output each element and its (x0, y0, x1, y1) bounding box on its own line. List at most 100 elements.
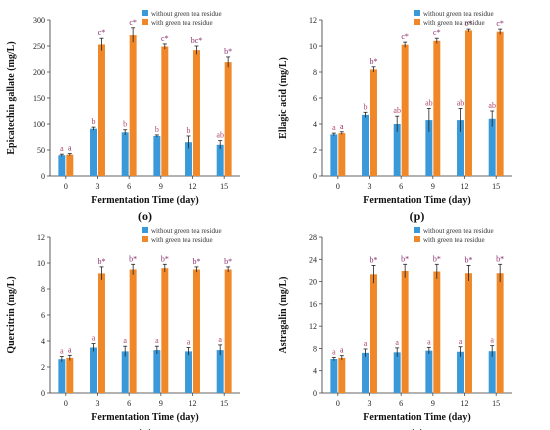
y-tick-label: 4 (313, 367, 317, 376)
bar-with-day-6 (129, 35, 137, 176)
x-tick-label: 6 (399, 399, 403, 408)
significance-label: a (332, 347, 336, 356)
bar-without-day-3 (362, 114, 369, 176)
legend-swatch (414, 19, 420, 25)
significance-label: a (68, 345, 72, 354)
x-tick-label: 6 (399, 182, 403, 191)
significance-label: b* (369, 57, 377, 66)
significance-label: b* (369, 255, 377, 264)
bar-without-day-9 (153, 135, 161, 176)
significance-label: a (459, 337, 463, 346)
panel-label: (r) (410, 426, 423, 430)
legend-swatch (414, 236, 420, 242)
x-tick-label: 15 (492, 399, 500, 408)
bar-without-day-6 (121, 132, 129, 176)
bar-without-day-12 (457, 120, 464, 176)
x-tick-label: 15 (220, 399, 228, 408)
panel-label: (q) (138, 426, 153, 430)
y-tick-label: 0 (313, 172, 317, 181)
x-tick-label: 15 (220, 182, 228, 191)
x-tick-label: 15 (492, 182, 500, 191)
significance-label: c* (465, 19, 473, 28)
significance-label: b* (224, 47, 232, 56)
y-tick-label: 0 (41, 389, 45, 398)
significance-label: c* (433, 28, 441, 37)
x-tick-label: 12 (189, 182, 197, 191)
legend-entry: with green tea residue (423, 236, 485, 244)
bar-with-day-12 (465, 273, 472, 393)
bar-without-day-12 (457, 351, 464, 393)
significance-label: a (68, 144, 72, 153)
significance-label: bc* (191, 36, 203, 45)
x-tick-label: 12 (189, 399, 197, 408)
bar-without-day-15 (216, 144, 224, 176)
y-tick-label: 6 (313, 94, 317, 103)
bar-with-day-6 (401, 44, 409, 177)
x-tick-label: 3 (368, 399, 372, 408)
bar-with-day-9 (433, 271, 441, 393)
bar-with-day-9 (433, 40, 441, 176)
significance-label: ab (216, 131, 224, 140)
significance-label: a (187, 338, 191, 347)
bar-without-day-9 (425, 120, 433, 176)
x-tick-label: 6 (127, 182, 131, 191)
legend-entry: with green tea residue (423, 19, 485, 27)
y-axis-title: Ellagic acid (mg/L) (278, 57, 289, 139)
y-tick-label: 12 (37, 233, 45, 242)
x-tick-label: 3 (96, 182, 100, 191)
legend-entry: with green tea residue (151, 236, 213, 244)
bar-with-day-9 (161, 268, 169, 393)
legend-swatch (414, 227, 420, 233)
bar-with-day-3 (370, 69, 377, 176)
significance-label: c* (98, 28, 106, 37)
bar-with-day-6 (401, 270, 409, 393)
bar-with-day-15 (224, 269, 232, 393)
y-tick-label: 250 (33, 42, 45, 51)
bar-without-day-15 (488, 351, 496, 393)
x-tick-label: 9 (159, 399, 163, 408)
significance-label: a (123, 336, 127, 345)
legend-swatch (414, 10, 420, 16)
y-tick-label: 200 (33, 68, 45, 77)
significance-label: b* (129, 254, 137, 263)
legend-entry: without green tea residue (423, 10, 494, 18)
bar-with-day-9 (161, 46, 169, 176)
y-tick-label: 20 (309, 278, 317, 287)
y-tick-label: 16 (309, 300, 317, 309)
y-tick-label: 50 (37, 146, 45, 155)
panel-label: (p) (410, 209, 425, 223)
bar-with-day-0 (66, 357, 74, 393)
significance-label: c* (129, 18, 137, 27)
x-tick-label: 9 (431, 182, 435, 191)
significance-label: a (395, 338, 399, 347)
bar-with-day-12 (193, 50, 200, 176)
y-tick-label: 150 (33, 94, 45, 103)
legend-swatch (142, 19, 148, 25)
y-tick-label: 10 (309, 42, 317, 51)
x-tick-label: 6 (127, 399, 131, 408)
x-tick-label: 0 (64, 182, 68, 191)
y-tick-label: 100 (33, 120, 45, 129)
bar-with-day-15 (496, 273, 504, 393)
bar-with-day-0 (338, 133, 346, 176)
significance-label: a (60, 144, 64, 153)
y-tick-label: 300 (33, 16, 45, 25)
x-tick-label: 3 (368, 182, 372, 191)
y-tick-label: 4 (41, 337, 45, 346)
y-tick-label: 2 (41, 363, 45, 372)
significance-label: b (155, 125, 159, 134)
y-tick-label: 12 (309, 322, 317, 331)
bar-with-day-15 (224, 62, 232, 177)
bar-with-day-12 (193, 269, 200, 393)
bar-without-day-9 (153, 350, 161, 393)
bar-without-day-0 (330, 359, 338, 393)
bar-with-day-0 (338, 357, 346, 393)
y-tick-label: 6 (41, 311, 45, 320)
x-tick-label: 0 (336, 399, 340, 408)
legend-swatch (142, 10, 148, 16)
significance-label: a (60, 347, 64, 356)
y-tick-label: 28 (309, 233, 317, 242)
